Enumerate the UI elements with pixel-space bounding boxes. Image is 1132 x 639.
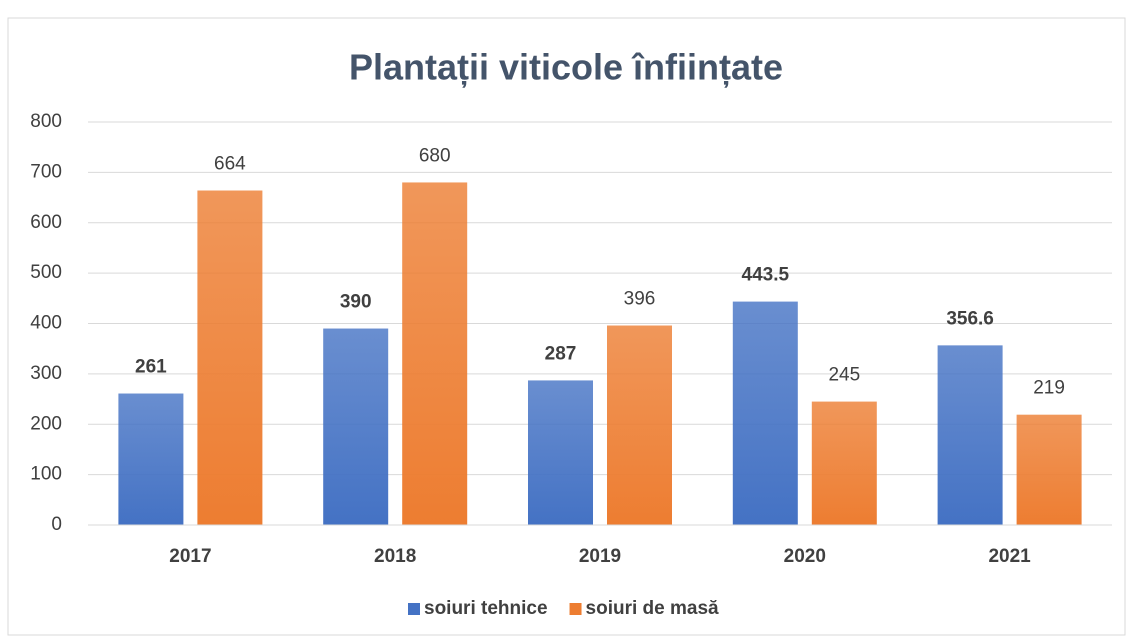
bar [402,182,468,525]
chart-frame [7,17,1126,636]
data-label: 396 [624,289,656,310]
data-label: 680 [419,145,451,166]
data-label: 261 [135,357,167,378]
x-tick-label: 2017 [169,546,211,567]
bar [118,393,184,525]
legend-swatch [408,603,420,615]
x-tick-label: 2019 [579,546,621,567]
bar [528,380,593,525]
data-label: 219 [1033,378,1065,399]
y-tick-label: 500 [30,262,62,283]
bar [1016,414,1082,525]
y-tick-label: 200 [30,413,62,434]
legend-swatch [569,603,582,615]
chart-title: Plantații viticole înființate [349,47,783,89]
x-tick-label: 2021 [988,546,1031,567]
bar [937,345,1003,525]
x-tick-label: 2020 [784,546,826,567]
data-label: 356.6 [946,308,994,329]
y-tick-label: 800 [30,111,62,132]
data-label: 390 [340,292,372,313]
bar [732,301,798,525]
data-label: 443.5 [742,265,790,286]
data-label: 287 [545,343,577,364]
data-label: 245 [828,365,860,386]
bar [197,190,263,525]
y-tick-label: 400 [30,313,62,334]
bar [811,401,877,525]
legend-label: soiuri tehnice [424,598,548,619]
y-tick-label: 0 [51,514,62,535]
x-tick-label: 2018 [374,546,416,567]
y-tick-label: 100 [30,464,62,485]
data-label: 664 [214,154,246,175]
bar [323,328,389,525]
bar [607,325,672,525]
y-tick-label: 600 [30,212,62,233]
y-tick-label: 700 [30,161,62,182]
legend-label: soiuri de masă [586,598,719,619]
y-tick-label: 300 [30,363,62,384]
